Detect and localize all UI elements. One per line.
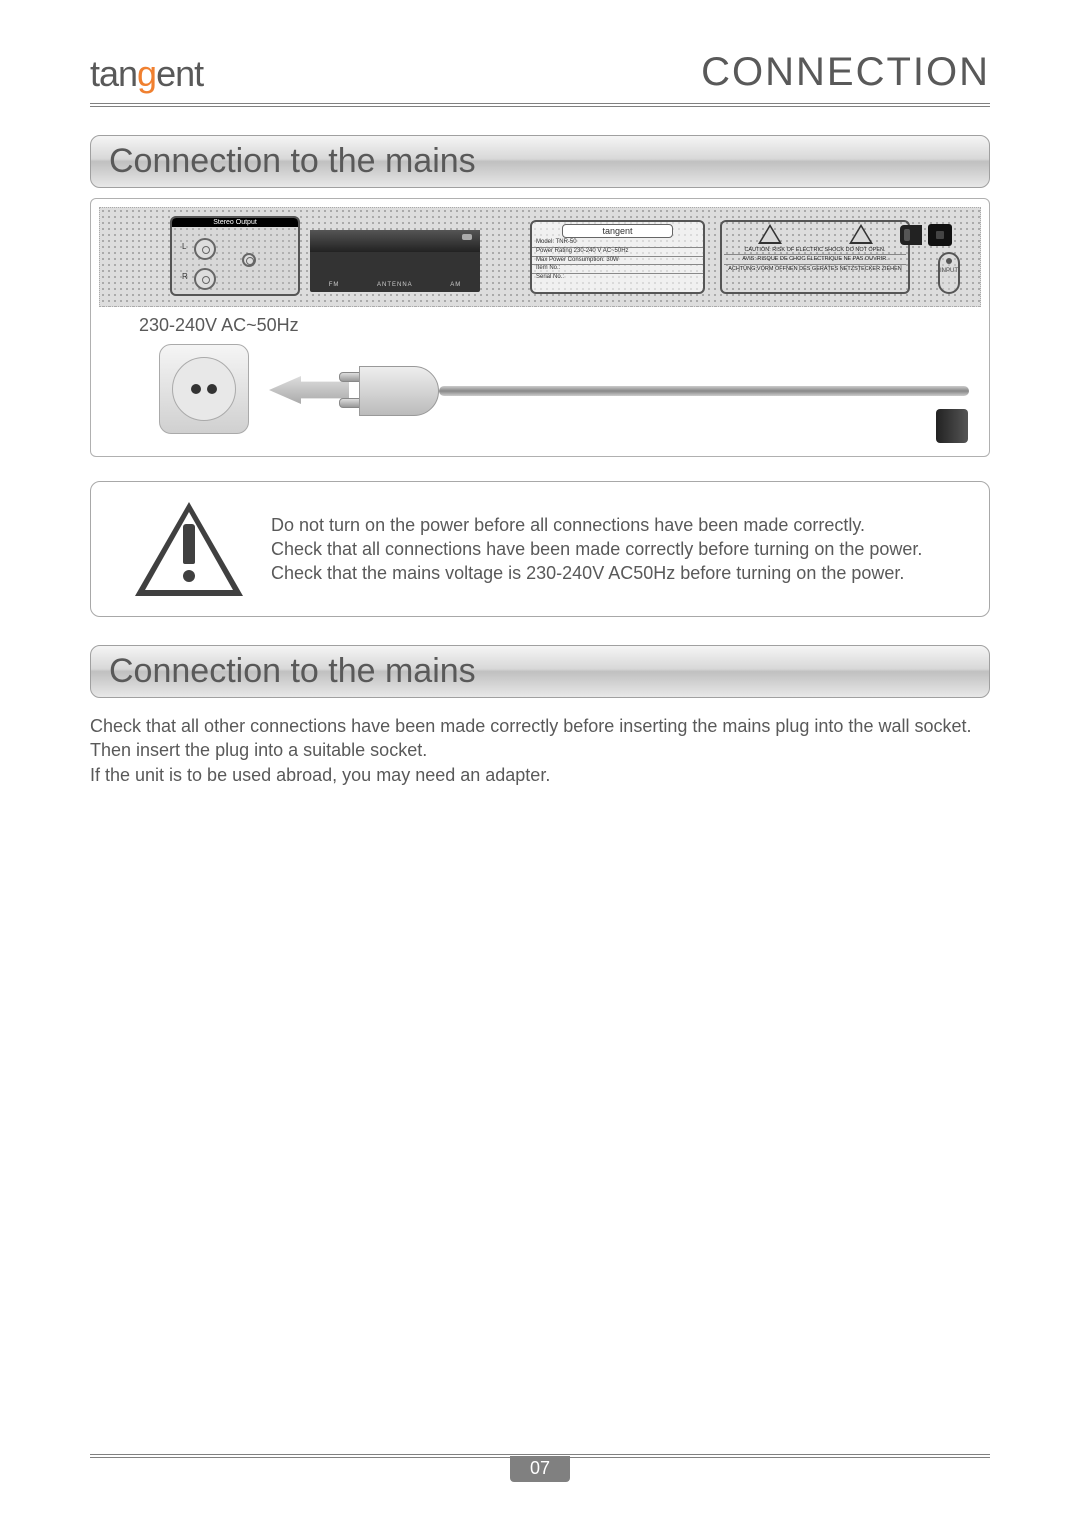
caution-triangle-icon xyxy=(758,224,782,244)
antenna-fm: FM xyxy=(329,282,340,288)
info-consumption: Max Power Consumption: 30W xyxy=(532,256,703,265)
warning-triangle-icon xyxy=(135,502,243,596)
caution-line1: CAUTION: RISK OF ELECTRIC SHOCK DO NOT O… xyxy=(724,246,906,253)
info-item: Item No.: xyxy=(532,264,703,273)
section1-title: Connection to the mains xyxy=(109,142,971,181)
body-p3: If the unit is to be used abroad, you ma… xyxy=(90,763,990,787)
cable-icon xyxy=(439,386,969,396)
caution-block: CAUTION: RISK OF ELECTRIC SHOCK DO NOT O… xyxy=(720,220,910,294)
section-bar-2: Connection to the mains xyxy=(90,645,990,698)
arrow-left-icon xyxy=(269,376,349,404)
rating-info-block: tangent Model: TNR-50 Power Rating 230-2… xyxy=(530,220,705,294)
device-back-panel: Stereo Output L R FM ANTENNA AM tangent … xyxy=(99,207,981,307)
info-serial: Serial No.: xyxy=(532,273,703,282)
page-number: 07 xyxy=(510,1456,570,1482)
brand-logo: tangent xyxy=(90,53,203,95)
section-bar-1: Connection to the mains xyxy=(90,135,990,188)
caution-triangle-icon xyxy=(849,224,873,244)
wall-socket-icon xyxy=(159,344,249,434)
body-p1: Check that all other connections have be… xyxy=(90,714,990,738)
plug-diagram xyxy=(99,340,981,440)
info-model: Model: TNR-50 xyxy=(532,239,703,247)
power-inlet-block xyxy=(900,220,970,250)
caution-line3: ACHTUNG:VORM ÖFFNEN DES GERÄTES NETZSTEC… xyxy=(724,264,906,272)
jack-center-icon xyxy=(242,253,256,267)
antenna-slot-icon xyxy=(310,230,480,252)
warning-text-block: Do not turn on the power before all conn… xyxy=(271,513,922,586)
brand-g: g xyxy=(137,53,156,94)
antenna-block: FM ANTENNA AM xyxy=(310,230,480,292)
page-footer: 07 xyxy=(90,1454,990,1482)
fuse-holder-icon xyxy=(900,225,922,245)
body-p2: Then insert the plug into a suitable soc… xyxy=(90,738,990,762)
brand-post: ent xyxy=(156,53,203,94)
jack-right-icon xyxy=(194,268,216,290)
warning-p1: Do not turn on the power before all conn… xyxy=(271,513,922,537)
voltage-label: 230-240V AC~50Hz xyxy=(139,315,981,336)
diagram-frame: Stereo Output L R FM ANTENNA AM tangent … xyxy=(90,198,990,457)
input-label: INPUT xyxy=(940,268,958,274)
warning-box: Do not turn on the power before all conn… xyxy=(90,481,990,617)
plug-body-icon xyxy=(359,366,439,416)
stereo-output-label: Stereo Output xyxy=(172,218,298,227)
page-header: tangent CONNECTION xyxy=(90,50,990,95)
iec-socket-icon xyxy=(928,224,952,246)
jack-left-icon xyxy=(194,238,216,260)
section2-title: Connection to the mains xyxy=(109,652,971,691)
info-rating: Power Rating 230-240 V AC~50Hz xyxy=(532,247,703,256)
page-title: CONNECTION xyxy=(701,50,990,95)
warning-p3: Check that the mains voltage is 230-240V… xyxy=(271,561,922,585)
brand-pre: tan xyxy=(90,53,137,94)
antenna-am: AM xyxy=(450,282,461,288)
l-label: L xyxy=(182,242,186,251)
warning-p2: Check that all connections have been mad… xyxy=(271,537,922,561)
cable-connector-icon xyxy=(936,409,968,443)
caution-line2: AVIS: RISQUE DE CHOC ÉLECTRIQUE NE PAS O… xyxy=(724,254,906,262)
r-label: R xyxy=(182,272,188,281)
body-text-block: Check that all other connections have be… xyxy=(90,714,990,787)
stereo-output-block: Stereo Output L R xyxy=(170,216,300,296)
header-rule xyxy=(90,103,990,107)
info-brand: tangent xyxy=(562,224,673,238)
antenna-mid: ANTENNA xyxy=(377,282,413,288)
